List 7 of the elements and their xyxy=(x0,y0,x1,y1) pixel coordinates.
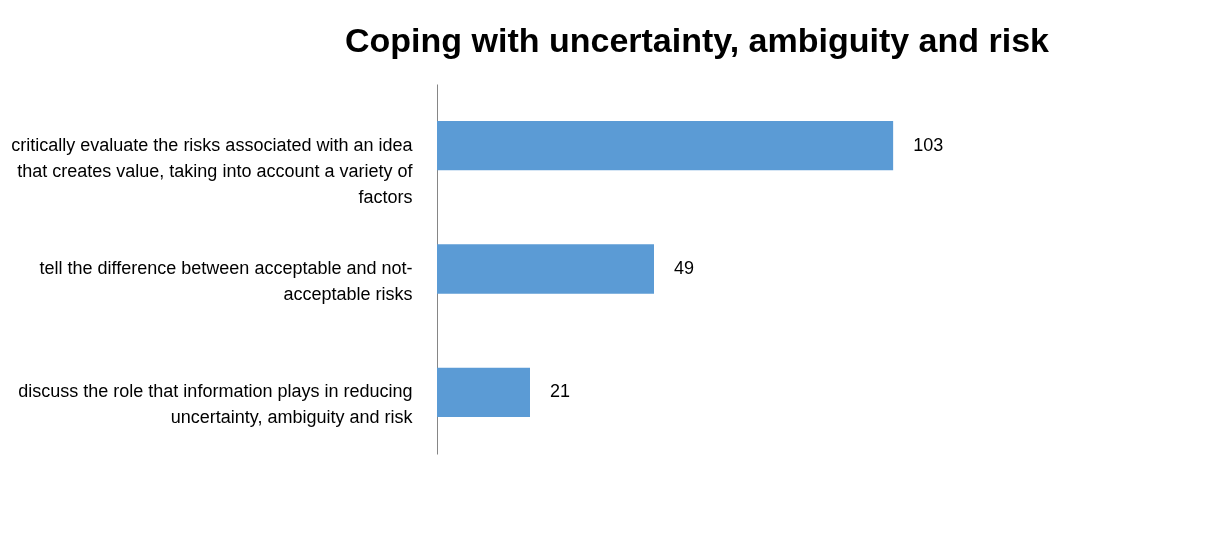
data-label: 21 xyxy=(550,381,571,402)
data-label: 49 xyxy=(674,258,695,278)
y-tick-label: critically evaluate the risks associated with an idea that creates value, taking into account a variety of factors xyxy=(11,134,414,207)
y-tick-label: tell the difference between acceptable and not-acceptable risks xyxy=(39,258,413,304)
data-label: 103 xyxy=(913,134,944,155)
chart-title: Coping with uncertainty, ambiguity and risk xyxy=(345,21,1050,59)
y-tick-label: discuss the role that information plays in reducing uncertainty, ambiguity and risk xyxy=(18,381,414,428)
